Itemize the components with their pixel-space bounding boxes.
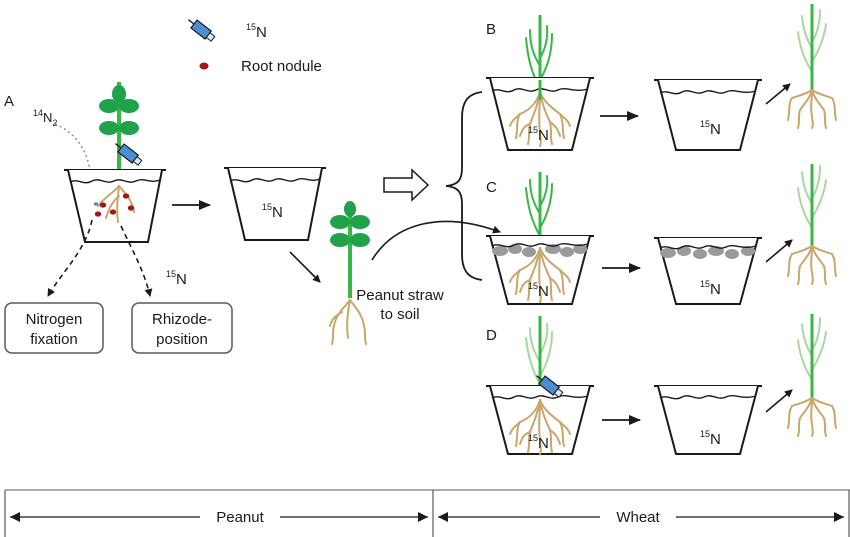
peanut-straw-label-line1: Peanut straw [356,287,444,304]
pot-15n-label: 15N [528,281,549,300]
legend: 15N Root nodule [188,19,322,75]
syringe-icon [115,143,143,166]
syringe-icon [536,375,564,398]
pot-after-peanut [224,167,326,241]
legend-nodule-label: Root nodule [241,58,322,75]
arrow-to-wheat-d [765,389,793,413]
pot-c-wheat-residue [486,172,594,305]
panel-label-a: A [4,93,14,110]
svg-text:fixation: fixation [30,331,78,348]
svg-text:Rhizode-: Rhizode- [152,311,212,328]
legend-isotope-label: 15N [246,22,267,41]
arrow-to-rhizodeposition [120,225,153,297]
timeline: Peanut Wheat [4,489,850,537]
pot-15n-label: 15N [262,202,283,221]
n2-fixation-dotted-path [54,123,94,211]
straw-to-soil-arrow [371,220,501,261]
harvested-wheat-d [787,314,837,437]
panel-label-c: C [486,179,497,196]
pot-15n-label: 15N [700,279,721,298]
pot-d-after-wheat [654,385,762,455]
root-nodule-icon [199,62,209,70]
arrow-to-nitrogen-fixation [47,219,93,297]
syringe-icon [188,19,216,42]
pot-15n-label: 15N [700,429,721,448]
nitrogen-fixation-box: Nitrogen fixation [4,302,104,354]
timeline-wheat-label: Wheat [616,509,660,526]
svg-text:Nitrogen: Nitrogen [26,311,83,328]
panel-label-d: D [486,327,497,344]
harvested-wheat-b [787,4,837,129]
pot-15n-label: 15N [528,125,549,144]
pot-b-after-wheat [654,79,762,151]
hollow-arrow [383,168,430,202]
brace [445,91,483,281]
pot-b-wheat [486,15,594,151]
panel-label-b: B [486,21,496,38]
harvested-wheat-c [787,164,837,285]
timeline-peanut-label: Peanut [216,509,264,526]
rhizodeposition-box: Rhizode- position [131,302,233,354]
pot-15n-label: 15N [528,433,549,452]
rhizodeposition-15n-label: 15N [166,269,187,288]
svg-text:position: position [156,331,208,348]
arrow-to-wheat-c [765,239,793,263]
pot-c-after-wheat [654,237,762,305]
uprooted-peanut-plant [329,201,370,345]
peanut-straw-label-line2: to soil [380,306,419,323]
pot-d-wheat-labeled [486,316,594,455]
arrow-to-uprooted-peanut [289,251,321,283]
n2-label: 14N2 [33,108,57,128]
pot-peanut [64,169,166,243]
arrow-to-wheat-b [765,83,791,105]
pot-15n-label: 15N [700,119,721,138]
